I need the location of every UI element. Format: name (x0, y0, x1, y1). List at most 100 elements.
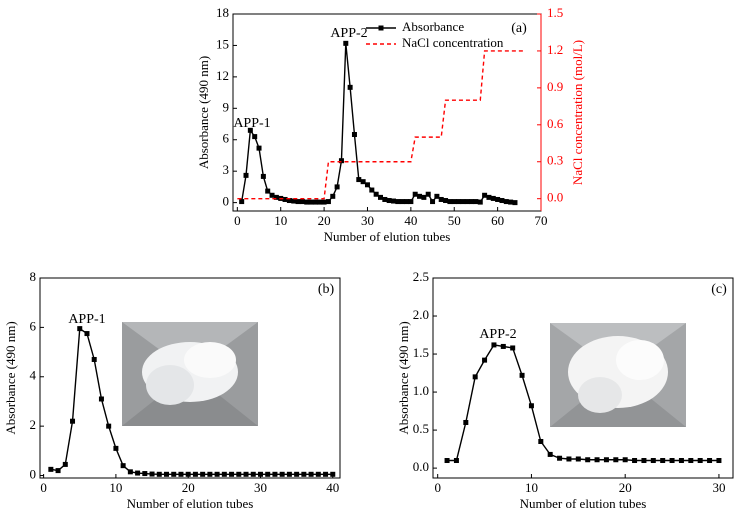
data-point (221, 471, 227, 477)
data-point (451, 199, 457, 205)
data-point (120, 463, 126, 469)
x-tick-label: 20 (619, 480, 632, 495)
data-point (464, 199, 470, 205)
data-point (347, 84, 353, 90)
y-axis-label: Absorbance (490 nm) (396, 321, 411, 434)
data-point (391, 198, 397, 204)
data-point (500, 343, 506, 349)
y-tick-label: 2 (30, 417, 37, 432)
legend-marker (378, 25, 384, 31)
data-point (135, 470, 141, 476)
x-tick-label: 70 (535, 213, 548, 228)
x-axis-label: Number of elution tubes (324, 229, 451, 244)
data-point (295, 199, 301, 205)
data-point (669, 458, 675, 464)
x-tick-label: 40 (326, 480, 339, 495)
data-point (156, 471, 162, 477)
x-tick-label: 10 (109, 480, 122, 495)
data-point (312, 199, 318, 205)
data-point (113, 445, 119, 451)
data-point (325, 199, 331, 205)
data-point (447, 199, 453, 205)
data-point (660, 458, 666, 464)
data-point (425, 191, 431, 197)
x-tick-label: 40 (404, 213, 417, 228)
data-point (404, 199, 410, 205)
y-tick-label: 6 (30, 318, 37, 333)
y-axis-label: Absorbance (490 nm) (3, 321, 18, 434)
annotation: (c) (711, 282, 727, 297)
y-tick-label: 2.5 (413, 269, 429, 284)
y2-tick-label: 1.2 (547, 42, 563, 57)
data-point (178, 471, 184, 477)
series-line (240, 43, 516, 204)
data-point (575, 456, 581, 462)
data-point (382, 196, 388, 202)
legend-label: Absorbance (402, 19, 464, 34)
data-point (282, 196, 288, 202)
y-tick-label: 3 (223, 162, 230, 177)
data-point (192, 471, 198, 477)
data-point (490, 195, 496, 201)
data-point (482, 192, 488, 198)
data-point (716, 458, 722, 464)
chart: 0 10 20 30 40 0 2 4 6 8 Number of elution tubes Abs… (3, 269, 341, 511)
data-point (127, 469, 133, 475)
x-tick-label: 20 (318, 213, 331, 228)
data-point (519, 372, 525, 378)
data-point (343, 40, 349, 46)
data-point (301, 471, 307, 477)
data-point (286, 198, 292, 204)
data-point (243, 172, 249, 178)
data-point (528, 403, 534, 409)
x-tick-label: 10 (525, 480, 538, 495)
data-point (256, 145, 262, 151)
data-point (495, 196, 501, 202)
data-point (62, 461, 68, 467)
series-line (50, 327, 333, 475)
annotation: APP-2 (479, 327, 516, 342)
y-tick-label: 12 (216, 68, 229, 83)
x-axis-label: Number of elution tubes (520, 496, 647, 511)
data-point (308, 471, 314, 477)
annotation: APP-1 (68, 312, 105, 327)
data-point (469, 199, 475, 205)
data-point (622, 457, 628, 463)
data-point (613, 457, 619, 463)
y2-tick-label: 0.3 (547, 153, 563, 168)
data-point (499, 198, 505, 204)
y-tick-label: 8 (30, 269, 37, 284)
data-point (434, 193, 440, 199)
plot-frame (39, 277, 341, 479)
data-point (334, 184, 340, 190)
y-tick-label: 6 (223, 131, 230, 146)
x-tick-label: 30 (712, 480, 725, 495)
data-point (438, 196, 444, 202)
data-point (70, 418, 76, 424)
data-point (369, 187, 375, 193)
x-tick-label: 60 (491, 213, 504, 228)
data-point (272, 471, 278, 477)
data-point (417, 193, 423, 199)
y-tick-label: 9 (223, 99, 230, 114)
data-point (171, 471, 177, 477)
data-point (260, 173, 266, 179)
y-axis-label: Absorbance (490 nm) (196, 56, 211, 169)
data-point (395, 199, 401, 205)
data-point (265, 471, 271, 477)
y-tick-label: 18 (216, 5, 229, 20)
data-point (412, 191, 418, 197)
data-point (247, 127, 253, 133)
data-point (55, 468, 61, 474)
data-point (77, 326, 83, 332)
y-tick-label: 1.5 (413, 345, 429, 360)
data-point (243, 471, 249, 477)
data-point (48, 466, 54, 472)
data-point (200, 471, 206, 477)
annotation: APP-1 (233, 116, 270, 131)
data-point (229, 471, 235, 477)
data-point (377, 194, 383, 200)
y-tick-label: 15 (216, 36, 229, 51)
data-point (472, 374, 478, 380)
data-point (360, 179, 366, 185)
